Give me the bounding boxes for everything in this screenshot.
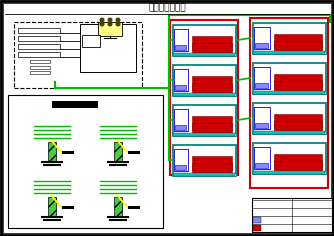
Bar — [192, 43, 232, 55]
Bar — [252, 198, 332, 232]
Bar — [274, 121, 322, 133]
Bar — [192, 36, 232, 50]
Bar — [174, 109, 188, 131]
Bar — [173, 173, 235, 176]
Bar — [192, 123, 232, 135]
Bar — [274, 161, 322, 173]
Bar — [253, 225, 261, 231]
Bar — [252, 22, 326, 54]
Bar — [172, 104, 236, 136]
Bar — [173, 133, 235, 136]
Bar — [253, 51, 325, 54]
Bar — [252, 62, 326, 94]
Bar — [253, 23, 325, 51]
Bar — [253, 131, 325, 134]
Bar — [253, 63, 325, 91]
Bar — [173, 65, 235, 93]
Bar — [174, 69, 188, 91]
Bar — [175, 85, 186, 90]
Bar — [252, 102, 326, 134]
Bar — [255, 43, 268, 48]
Bar — [254, 107, 270, 129]
Bar — [174, 149, 188, 171]
Bar — [82, 35, 100, 47]
Bar — [128, 151, 140, 154]
Bar — [18, 44, 60, 49]
Bar — [274, 154, 322, 168]
Bar — [173, 145, 235, 173]
Bar — [48, 197, 56, 217]
Bar — [192, 163, 232, 175]
Text: 周界报警系统图: 周界报警系统图 — [148, 4, 186, 13]
Bar — [175, 125, 186, 130]
Bar — [274, 34, 322, 48]
Bar — [14, 22, 142, 88]
Circle shape — [116, 18, 120, 22]
Circle shape — [100, 22, 104, 26]
Bar — [80, 24, 136, 72]
Bar — [52, 101, 98, 108]
Bar — [274, 41, 322, 53]
Bar — [254, 147, 270, 169]
Bar — [173, 105, 235, 133]
Bar — [62, 151, 74, 154]
Bar — [18, 28, 60, 33]
Bar — [192, 116, 232, 130]
Bar — [172, 64, 236, 96]
Bar — [30, 66, 50, 69]
Bar — [175, 165, 186, 170]
Circle shape — [116, 22, 120, 26]
Bar — [252, 142, 326, 174]
Bar — [30, 71, 50, 74]
Bar — [254, 67, 270, 89]
Bar — [254, 27, 270, 49]
Bar — [18, 52, 60, 57]
Bar — [173, 93, 235, 96]
Bar — [255, 123, 268, 128]
Bar — [170, 20, 238, 175]
Bar — [173, 25, 235, 53]
Bar — [8, 95, 163, 228]
Circle shape — [108, 18, 112, 22]
Bar — [114, 142, 122, 162]
Bar — [253, 143, 325, 171]
Bar — [274, 81, 322, 93]
Bar — [175, 45, 186, 50]
Bar — [174, 29, 188, 51]
Bar — [173, 53, 235, 56]
Circle shape — [108, 22, 112, 26]
Circle shape — [100, 18, 104, 22]
Bar — [48, 142, 56, 162]
Bar — [274, 74, 322, 88]
Bar — [255, 163, 268, 168]
Bar — [128, 206, 140, 209]
Bar — [253, 217, 261, 223]
Bar — [172, 24, 236, 56]
Bar — [114, 197, 122, 217]
Bar — [253, 171, 325, 174]
Bar — [18, 36, 60, 41]
Bar — [192, 156, 232, 170]
Bar — [62, 206, 74, 209]
Bar — [192, 83, 232, 95]
Bar — [274, 114, 322, 128]
Bar — [172, 144, 236, 176]
Bar — [255, 83, 268, 88]
Bar — [98, 22, 122, 36]
Bar — [192, 76, 232, 90]
Bar — [253, 103, 325, 131]
Bar — [250, 18, 328, 188]
Bar — [30, 60, 50, 63]
Bar — [253, 91, 325, 94]
